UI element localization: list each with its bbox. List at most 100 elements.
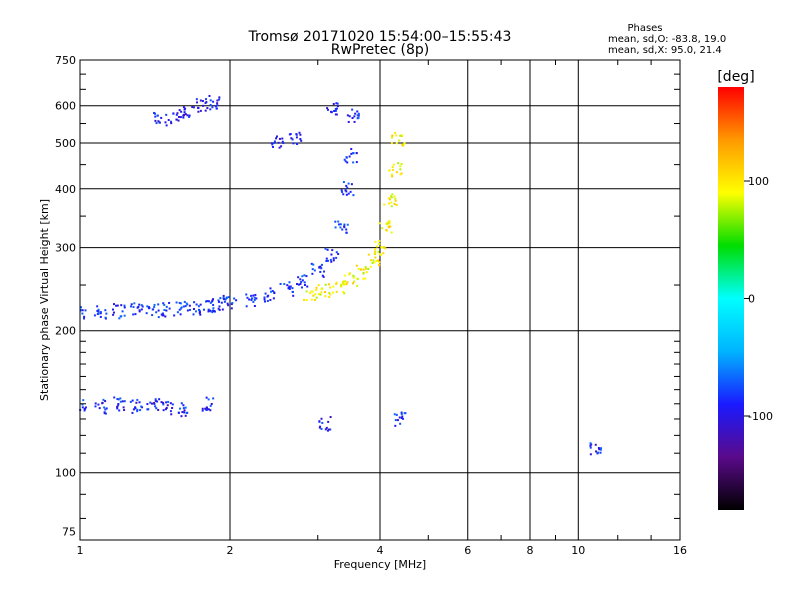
spread-f-point bbox=[278, 137, 281, 140]
low-echoes-point bbox=[171, 407, 174, 410]
o-trace-point bbox=[233, 297, 236, 300]
o-trace-point bbox=[163, 308, 166, 311]
o-trace-point bbox=[212, 304, 215, 307]
o-trace-point bbox=[140, 304, 143, 307]
o-trace-point bbox=[197, 305, 200, 308]
x-trace-point bbox=[372, 259, 375, 262]
o-trace-point bbox=[211, 311, 214, 314]
o-trace-point bbox=[325, 257, 328, 260]
x-trace-point bbox=[373, 252, 376, 255]
spread-f-point bbox=[197, 110, 200, 113]
o-trace-point bbox=[226, 302, 229, 305]
low-echoes-point bbox=[98, 407, 101, 410]
o-trace-point bbox=[345, 231, 348, 234]
x-trace-point bbox=[346, 281, 349, 284]
low-echoes-point bbox=[318, 426, 321, 429]
x-trace-point bbox=[382, 246, 385, 249]
x-trace-point bbox=[364, 266, 367, 269]
x-trace-point bbox=[388, 226, 391, 229]
low-echoes-point bbox=[84, 407, 87, 410]
o-trace-point bbox=[250, 294, 253, 297]
o-trace-point bbox=[105, 312, 108, 315]
o-trace-point bbox=[96, 309, 99, 312]
o-trace-point bbox=[323, 270, 326, 273]
o-trace-point bbox=[157, 303, 160, 306]
x-trace-point bbox=[399, 165, 402, 168]
o-trace-point bbox=[99, 311, 102, 314]
o-trace-point bbox=[329, 258, 332, 261]
x-trace-point bbox=[378, 239, 381, 242]
o-trace-point bbox=[178, 308, 181, 311]
low-echoes-point bbox=[324, 428, 327, 431]
o-trace-point bbox=[97, 308, 100, 311]
low-echoes-point bbox=[81, 406, 84, 409]
o-trace-point bbox=[176, 311, 179, 314]
x-trace-point bbox=[374, 240, 377, 243]
x-trace-point bbox=[343, 292, 346, 295]
low-echoes-point bbox=[201, 407, 204, 410]
x-trace-point bbox=[399, 173, 402, 176]
low-echoes-point bbox=[595, 450, 598, 453]
x-trace-point bbox=[375, 259, 378, 262]
o-trace-point bbox=[104, 316, 107, 319]
o-trace-point bbox=[319, 265, 322, 268]
low-echoes-point bbox=[212, 397, 215, 400]
spread-f-point bbox=[332, 102, 335, 105]
low-echoes-point bbox=[209, 409, 212, 412]
o-trace-point bbox=[194, 310, 197, 313]
x-trace-point bbox=[388, 220, 391, 223]
low-echoes-point bbox=[183, 411, 186, 414]
o-trace-point bbox=[263, 298, 266, 301]
low-echoes-point bbox=[171, 403, 174, 406]
o-trace-point bbox=[99, 315, 102, 318]
o-trace-point bbox=[344, 189, 347, 192]
spread-f-point bbox=[300, 139, 303, 142]
spread-f-point bbox=[273, 140, 276, 143]
low-echoes-point bbox=[118, 409, 121, 412]
x-trace-point bbox=[380, 246, 383, 249]
low-echoes-point bbox=[82, 399, 85, 402]
y-tick-label: 500 bbox=[55, 137, 76, 150]
spread-f-point bbox=[183, 111, 186, 114]
spread-f-point bbox=[175, 118, 178, 121]
o-trace-point bbox=[248, 298, 251, 301]
spread-f-point bbox=[204, 98, 207, 101]
x-trace-point bbox=[390, 173, 393, 176]
x-trace-point bbox=[315, 286, 318, 289]
o-trace-point bbox=[212, 298, 215, 301]
low-echoes-point bbox=[207, 398, 210, 401]
o-trace-point bbox=[152, 308, 155, 311]
o-trace-point bbox=[199, 313, 202, 316]
low-echoes-point bbox=[165, 406, 168, 409]
low-echoes-point bbox=[205, 406, 208, 409]
spread-f-point bbox=[204, 102, 207, 105]
low-echoes-point bbox=[84, 406, 87, 409]
o-trace-point bbox=[347, 182, 350, 185]
x-tick-label: 4 bbox=[377, 544, 384, 557]
low-echoes-point bbox=[589, 453, 592, 456]
o-trace-point bbox=[345, 190, 348, 193]
o-trace-point bbox=[255, 297, 258, 300]
low-echoes-point bbox=[131, 411, 134, 414]
o-trace-point bbox=[267, 294, 270, 297]
o-trace-point bbox=[153, 306, 156, 309]
low-echoes-point bbox=[166, 404, 169, 407]
low-echoes-point bbox=[180, 402, 183, 405]
spread-f-point bbox=[334, 107, 337, 110]
o-trace-point bbox=[207, 300, 210, 303]
x-trace-point bbox=[400, 163, 403, 166]
low-echoes-point bbox=[154, 405, 157, 408]
o-trace-point bbox=[138, 309, 141, 312]
low-echoes-point bbox=[117, 404, 120, 407]
o-trace-point bbox=[84, 309, 87, 312]
x-trace-point bbox=[315, 288, 318, 291]
o-trace-point bbox=[175, 301, 178, 304]
o-trace-point bbox=[81, 312, 84, 315]
spread-f-point bbox=[164, 121, 167, 124]
low-echoes-point bbox=[157, 408, 160, 411]
o-trace-point bbox=[121, 310, 124, 313]
o-trace-point bbox=[217, 299, 220, 302]
spread-f-point bbox=[206, 107, 209, 110]
o-trace-point bbox=[134, 313, 137, 316]
o-trace-point bbox=[348, 155, 351, 158]
